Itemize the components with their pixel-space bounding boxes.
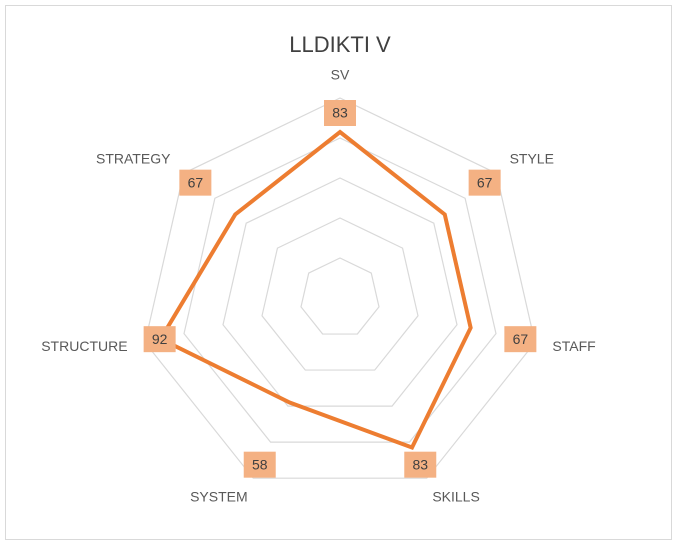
data-label-box <box>504 326 537 353</box>
data-label: 67 <box>188 174 204 190</box>
data-label: 67 <box>513 331 529 347</box>
data-label: 58 <box>252 456 268 472</box>
grid-ring <box>261 217 419 371</box>
grid-ring <box>300 257 380 335</box>
chart-title: LLDIKTI V <box>289 32 391 57</box>
data-label-box <box>468 169 501 196</box>
data-label-box <box>404 451 437 478</box>
data-label-box <box>179 169 212 196</box>
data-label-box <box>243 451 276 478</box>
data-label: 67 <box>477 174 493 190</box>
grid-ring <box>222 177 458 407</box>
data-label: 83 <box>332 105 348 121</box>
grid-ring <box>144 97 536 479</box>
category-label: STAFF <box>552 338 595 354</box>
category-label: SV <box>331 67 350 83</box>
category-label: STRATEGY <box>96 150 171 166</box>
data-label-box <box>143 326 176 353</box>
category-label: STYLE <box>510 150 554 166</box>
grid-ring <box>183 137 497 443</box>
chart-frame <box>5 5 672 540</box>
data-label: 92 <box>152 331 168 347</box>
data-label-box <box>324 100 356 126</box>
series-line <box>157 129 473 451</box>
category-label: SYSTEM <box>190 489 248 505</box>
category-label: STRUCTURE <box>41 338 127 354</box>
category-label: SKILLS <box>432 489 479 505</box>
data-label: 83 <box>412 456 428 472</box>
